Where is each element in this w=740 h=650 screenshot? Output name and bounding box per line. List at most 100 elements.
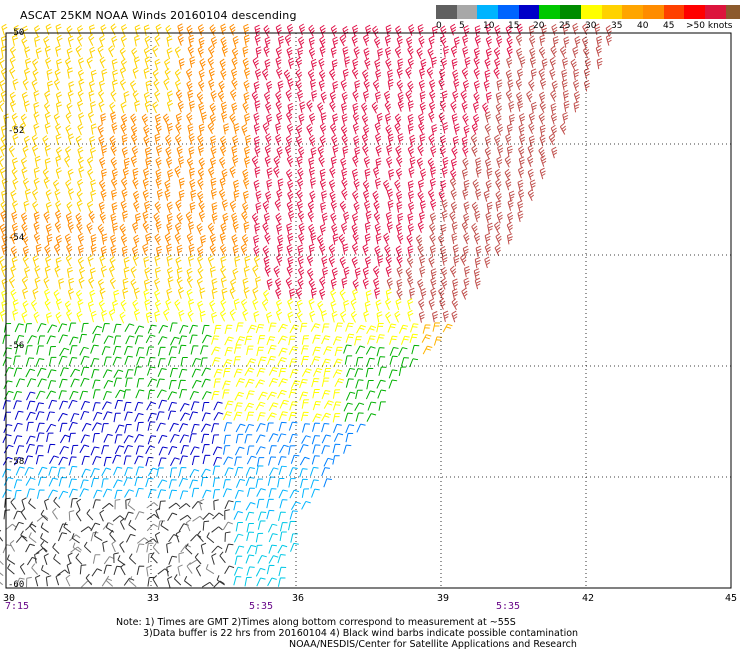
wind-barb bbox=[286, 23, 294, 36]
wind-barb bbox=[224, 509, 230, 520]
wind-barb bbox=[211, 434, 220, 444]
wind-barb bbox=[242, 101, 249, 114]
wind-barb bbox=[164, 68, 171, 80]
wind-barb bbox=[394, 122, 401, 135]
wind-barb bbox=[278, 378, 288, 387]
wind-barb bbox=[494, 168, 501, 181]
wind-barb bbox=[351, 212, 359, 225]
wind-barb bbox=[198, 68, 205, 81]
wind-barb bbox=[453, 255, 460, 267]
wind-barb bbox=[367, 335, 376, 345]
note-line-3: NOAA/NESDIS/Center for Satellite Applica… bbox=[289, 639, 577, 650]
wind-barb bbox=[495, 91, 502, 104]
wind-barb bbox=[178, 467, 187, 477]
wind-barb bbox=[263, 212, 270, 225]
wind-barb bbox=[0, 135, 7, 148]
wind-barb bbox=[389, 355, 398, 365]
wind-barb bbox=[110, 212, 117, 225]
wind-barb bbox=[321, 422, 330, 433]
wind-barb bbox=[375, 157, 382, 169]
wind-barb bbox=[508, 190, 515, 203]
wind-barb bbox=[70, 378, 80, 388]
wind-barb bbox=[452, 135, 459, 148]
wind-barb bbox=[275, 100, 282, 113]
wind-barb bbox=[300, 411, 309, 422]
wind-barb bbox=[101, 445, 110, 455]
wind-barb bbox=[134, 413, 144, 422]
wind-barb bbox=[329, 123, 337, 135]
wind-barb bbox=[539, 134, 546, 147]
lat-label-50: -50 bbox=[8, 28, 25, 38]
wind-barb bbox=[386, 188, 393, 201]
wind-barb bbox=[310, 146, 317, 159]
wind-barb bbox=[197, 266, 204, 279]
wind-barb bbox=[211, 545, 223, 554]
wind-barb bbox=[20, 212, 28, 225]
wind-barb bbox=[25, 368, 36, 378]
wind-barb bbox=[406, 233, 413, 246]
wind-barb bbox=[188, 34, 195, 47]
wind-barb bbox=[168, 479, 177, 489]
wind-barb bbox=[35, 358, 45, 368]
wind-barb bbox=[90, 69, 97, 82]
wind-barb bbox=[102, 369, 113, 379]
wind-barb bbox=[345, 333, 355, 343]
wind-barb bbox=[93, 489, 103, 499]
wind-barb bbox=[472, 113, 480, 126]
wind-barb bbox=[263, 91, 271, 104]
wind-barb bbox=[133, 309, 141, 321]
wind-barb bbox=[175, 122, 182, 135]
wind-barb bbox=[10, 265, 17, 278]
colorbar-swatch bbox=[498, 5, 519, 19]
wind-barb bbox=[471, 122, 479, 135]
wind-barb bbox=[221, 111, 228, 123]
wind-barb bbox=[385, 311, 392, 324]
wind-barb bbox=[342, 68, 349, 81]
wind-barb bbox=[209, 300, 216, 312]
wind-barb bbox=[179, 389, 188, 399]
wind-barb bbox=[428, 134, 435, 146]
time-label-3: 5:35 bbox=[495, 601, 521, 612]
wind-barb bbox=[44, 145, 51, 157]
wind-barb bbox=[299, 101, 306, 113]
wind-barb bbox=[52, 542, 60, 554]
wind-barb bbox=[26, 378, 37, 388]
wind-barb bbox=[155, 122, 162, 135]
wind-barb bbox=[168, 555, 178, 565]
wind-barb bbox=[351, 256, 358, 269]
wind-barb bbox=[306, 100, 313, 112]
wind-barb bbox=[264, 144, 271, 157]
wind-barb bbox=[144, 200, 151, 213]
wind-barb bbox=[81, 580, 93, 588]
wind-barb bbox=[299, 391, 309, 401]
wind-barb bbox=[450, 201, 458, 214]
wind-barb bbox=[167, 169, 174, 181]
wind-barb bbox=[340, 310, 347, 323]
wind-barb bbox=[366, 357, 375, 367]
wind-barb bbox=[496, 123, 503, 136]
wind-barb bbox=[31, 144, 39, 157]
lon-label-39: 39 bbox=[436, 593, 450, 604]
wind-barb bbox=[77, 146, 84, 159]
wind-barb bbox=[103, 433, 113, 443]
wind-barb bbox=[53, 113, 60, 125]
colorbar-label: 15 bbox=[508, 21, 520, 31]
wind-barb bbox=[407, 45, 414, 58]
wind-barb bbox=[286, 265, 293, 277]
wind-barb bbox=[365, 24, 372, 37]
wind-barb bbox=[220, 101, 227, 114]
wind-barb bbox=[397, 100, 404, 112]
wind-barb bbox=[233, 510, 243, 520]
wind-barb bbox=[91, 422, 102, 431]
wind-barb bbox=[372, 79, 380, 92]
wind-barb bbox=[298, 222, 305, 235]
wind-barb bbox=[243, 79, 250, 92]
wind-barb bbox=[394, 113, 402, 126]
wind-barb bbox=[297, 36, 305, 49]
wind-barb bbox=[134, 35, 141, 47]
wind-barb bbox=[26, 435, 36, 445]
wind-barb bbox=[20, 113, 27, 126]
wind-barb bbox=[36, 367, 47, 377]
wind-barb bbox=[517, 100, 524, 112]
wind-barb bbox=[135, 487, 144, 498]
